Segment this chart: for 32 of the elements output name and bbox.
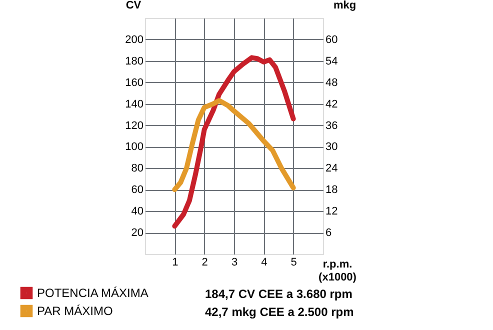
text: 184,7 CV CEE a 3.680 rpm [205,287,352,301]
legend-label: POTENCIA MÁXIMA [37,286,148,300]
y2-tick-label: 6 [326,227,332,240]
y2-tick-label: 24 [326,162,338,175]
y-tick-label: 160 [125,76,144,89]
y2-tick-label: 42 [326,98,338,110]
x-tick-label: 4 [261,256,268,268]
x-axis-title: r.p.m. (x1000) [318,258,357,284]
y2-tick-label: 12 [326,206,338,218]
legend-label: PAR MÁXIMO [37,304,113,318]
y-tick-label: 140 [125,98,144,110]
y-axis-title: CV [126,0,142,12]
y2-tick-label: 60 [326,34,338,46]
y2-tick-label: 36 [326,120,338,132]
y2-tick-label: 18 [326,184,338,196]
y-tick-label: 100 [125,141,144,154]
y-tick-label: 200 [125,34,144,46]
y2-tick-label: 48 [326,76,338,89]
y2-tick-label: 54 [326,55,338,68]
y-tick-label: 80 [131,162,144,175]
y-tick-label: 60 [131,184,144,196]
y2-axis-title: mkg [334,0,356,12]
y-tick-label: 180 [125,55,144,68]
x-tick-label: 2 [202,256,208,268]
x-tick-label: 5 [290,256,297,268]
y-tick-label: 40 [131,206,144,218]
y2-tick-label: 30 [326,141,338,154]
x-tick-label: 1 [172,256,178,268]
y-tick-label: 120 [125,120,144,132]
text: 42,7 mkg CEE a 2.500 rpm [205,305,354,319]
x-tick-label: 3 [231,256,238,268]
y-tick-label: 20 [131,227,144,240]
